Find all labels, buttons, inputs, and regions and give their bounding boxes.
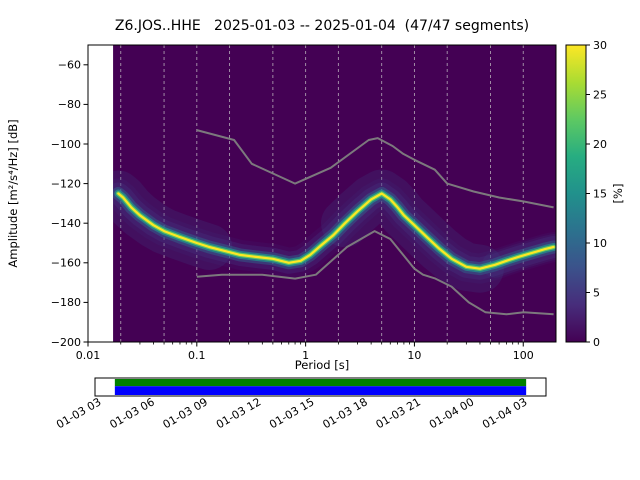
time-tick-label: 01-03 21 [374,395,423,431]
time-tick-label: 01-03 09 [161,395,210,431]
coverage-bar-data-availability [114,386,527,395]
noise-model-high [196,129,554,209]
colorbar-tick-label: 0 [593,336,600,349]
main-plot-area [87,44,557,343]
axes-border [87,44,557,343]
colorbar-label: [%] [611,184,625,204]
psd-histogram-cloud [113,169,556,293]
noise-models [196,129,554,316]
psd-ridge-layer [117,192,555,270]
y-tick-label: −80 [58,98,81,111]
x-tick-label: 0.01 [76,349,101,362]
y-tick-label: −120 [51,177,81,190]
colorbar-gradient [565,44,587,343]
y-tick-label: −200 [51,336,81,349]
x-tick-label: 1 [302,349,309,362]
x-tick-label: 0.1 [188,349,206,362]
colorbar-tick-label: 25 [593,88,607,101]
y-tick-label: −60 [58,59,81,72]
time-tick-label: 01-04 00 [427,395,476,431]
x-axis: 0.01 0.1 1 10 100 [76,342,534,362]
y-axis: −60 −80 −100 −120 −140 −160 −180 −200 [51,59,88,349]
colorbar-tick-label: 20 [593,138,607,151]
time-tick-label: 01-03 06 [107,395,156,431]
y-tick-label: −180 [51,296,81,309]
coverage-bar-used-segments [114,379,527,387]
y-axis-label: Amplitude [m²/s⁴/Hz] [dB] [6,119,20,267]
colorbar-tick-label: 30 [593,39,607,52]
y-tick-label: −100 [51,138,81,151]
chart-title: Z6.JOS..HHE 2025-01-03 -- 2025-01-04 (47… [115,18,529,34]
x-tick-label: 10 [407,349,421,362]
time-tick-label: 01-03 18 [320,395,369,431]
time-tick-label: 01-03 15 [267,395,316,431]
colorbar-tick-label: 10 [593,237,607,250]
histogram-background [113,45,556,342]
colorbar-tick-label: 5 [593,286,600,299]
time-axis-labels: 01-03 03 01-03 06 01-03 09 01-03 12 01-03 15… [54,395,529,431]
y-tick-label: −160 [51,257,81,270]
x-tick-label: 100 [513,349,534,362]
time-tick-label: 01-03 03 [54,395,103,431]
colorbar: 0 5 10 15 20 25 30 [565,39,607,349]
time-tick-label: 01-03 12 [214,395,263,431]
coverage-bar [94,377,547,397]
colorbar-tick-label: 15 [593,187,607,200]
noise-model-low [196,230,554,316]
x-axis-label: Period [s] [295,358,349,372]
time-tick-label: 01-04 03 [480,395,529,431]
y-tick-label: −140 [51,217,81,230]
